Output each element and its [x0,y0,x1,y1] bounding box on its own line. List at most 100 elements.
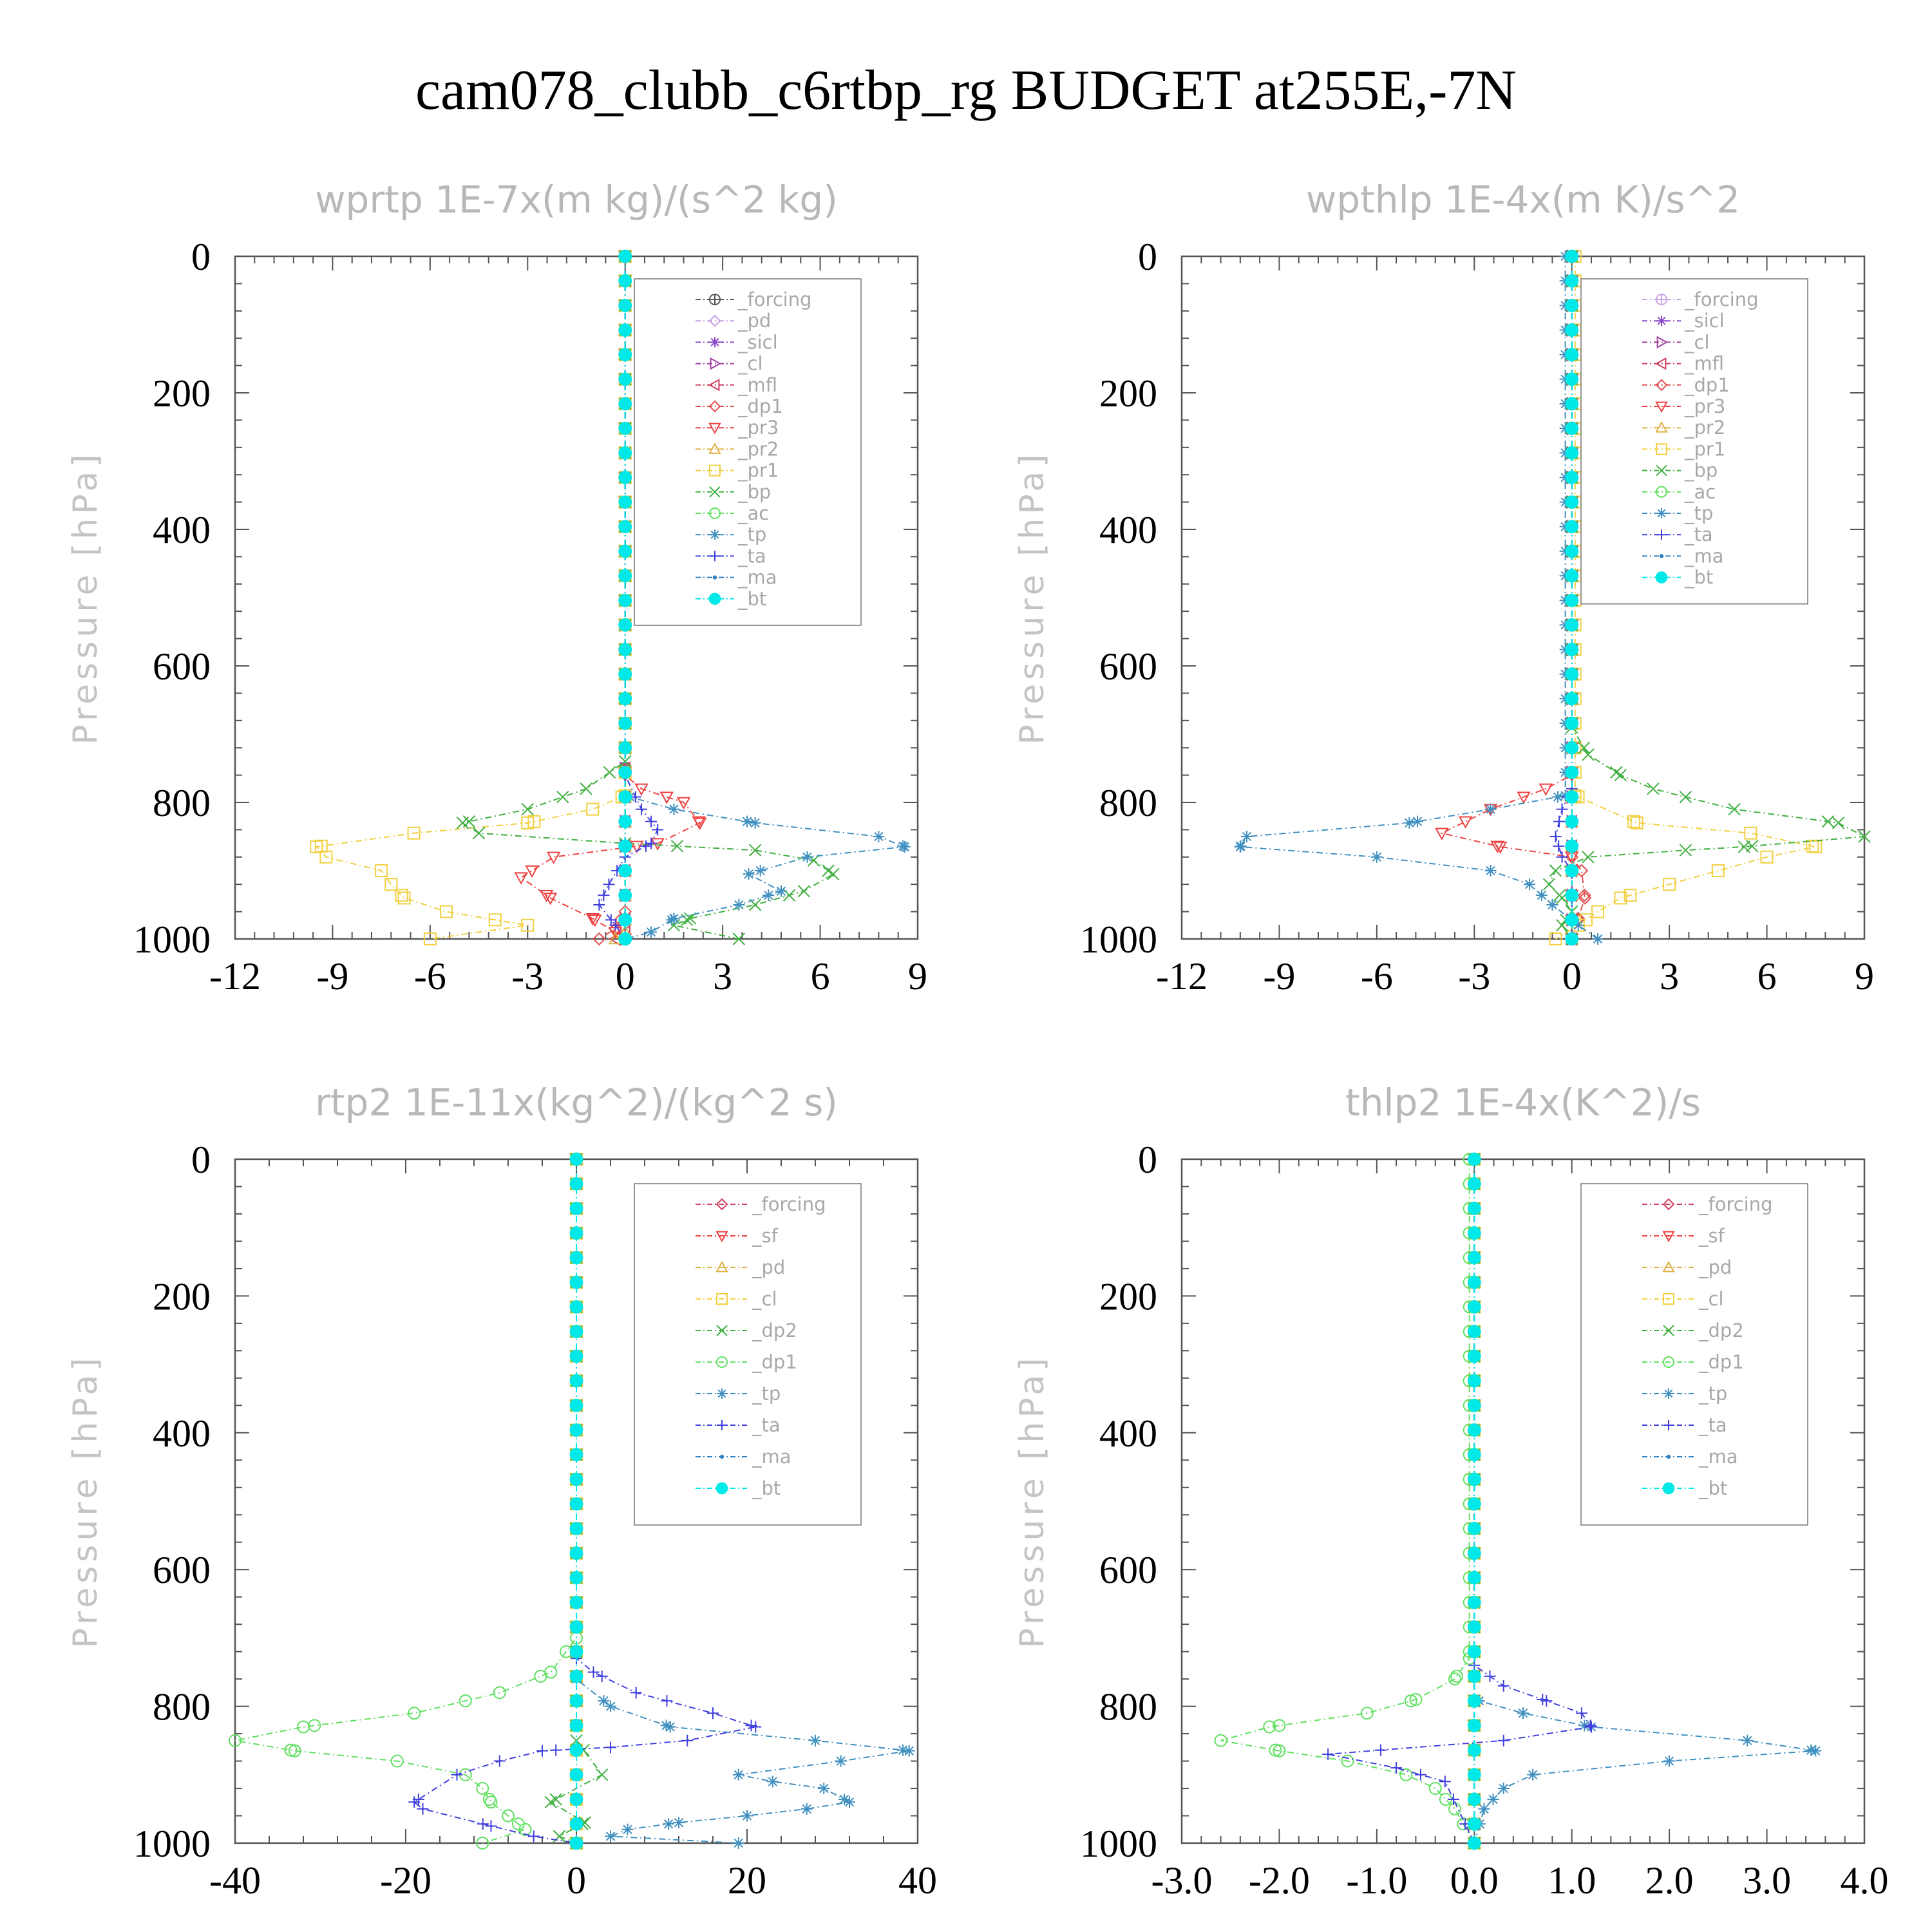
series-point [1553,840,1565,852]
series-point [598,889,610,902]
legend-entry: _pr2 [1684,417,1725,439]
series-point [1546,899,1558,911]
series-point [605,1741,616,1754]
x-tick-label: 3 [1660,955,1679,998]
panel-3: rtp2 1E-11x(kg^2)/(kg^2 s) Pressure [hPa]… [66,1081,937,1902]
legend-entry: _pd [737,310,771,332]
series-point [652,824,664,836]
series-point [1565,446,1579,460]
legend-marker [712,575,717,580]
legend-marker [1663,1420,1674,1430]
series-point [1435,828,1449,840]
series-point [1467,1497,1481,1511]
y-tick-label: 600 [1099,645,1157,688]
series-point [664,1721,676,1733]
x-tick-label: 9 [908,955,927,998]
series-point [423,933,437,945]
panel-title: thlp2 1E-4x(K^2)/s [1345,1081,1701,1124]
legend-marker [1656,316,1667,327]
series-point [645,837,658,849]
series-point [1467,1718,1481,1732]
series-point [284,1743,298,1757]
series-point [569,1595,583,1609]
series-point [543,893,558,905]
series-point [1487,1794,1499,1806]
legend-marker [1654,357,1667,370]
x-tick-label: -6 [414,955,446,998]
legend-marker [1663,1293,1674,1305]
series-point [1577,888,1591,902]
y-tick-label: 400 [153,509,211,551]
series-point [754,865,766,876]
series-point [314,839,328,853]
series-point [1467,1374,1481,1388]
legend-entry: _pd [752,1256,785,1278]
series-point [521,802,534,816]
series-point [1711,864,1725,877]
series-point [476,1782,489,1795]
series-point [668,803,680,815]
legend-entry: _dp2 [1698,1320,1744,1341]
panel-1: wprtp 1E-7x(m kg)/(s^2 kg) Pressure [hPa]… [66,178,927,998]
series-point [1484,803,1497,815]
legend-entry: _ta [752,1414,781,1436]
series-point [1760,850,1774,864]
legend-marker [717,1420,727,1430]
legend-marker [1662,1231,1675,1243]
series-bt [618,249,632,946]
series-point [1832,817,1845,829]
series-point [618,716,632,730]
series-point [544,1795,557,1808]
series-point [569,1472,583,1486]
series-point [1577,741,1591,754]
plot-frame [234,255,919,940]
legend-marker [1663,1356,1674,1368]
series-point [748,844,762,857]
series-point [569,1398,583,1412]
series-point [618,249,632,263]
series-point [569,1768,583,1782]
series-point [1517,1707,1529,1719]
y-tick-label: 0 [191,1139,211,1181]
series-point [1609,766,1623,779]
series-point [569,1448,583,1462]
y-tick-label: 1000 [133,1823,211,1865]
series-pr3 [1435,251,1579,947]
series-point [1467,1620,1481,1634]
series-point [1411,815,1423,828]
series-point [1467,1152,1481,1166]
series-point [493,1755,506,1767]
legend-entry: _ma [1684,545,1724,567]
series-point [609,919,621,931]
series-point [1582,748,1595,761]
series-pr1 [310,250,632,945]
legend-marker [710,337,720,348]
series-point [618,421,632,435]
x-tick-label: -9 [1263,955,1295,998]
legend-marker [1662,1260,1675,1273]
y-tick-label: 800 [1099,1686,1157,1728]
legend-entry: _pr1 [1684,438,1725,460]
series-point [390,1754,404,1768]
series-point [395,889,408,902]
legend-marker [708,379,720,392]
series-point [598,1695,610,1707]
panel-title: wpthlp 1E-4x(m K)/s^2 [1306,178,1740,222]
x-tick-label: 2.0 [1645,1859,1694,1902]
x-tick-label: -40 [209,1859,261,1902]
series-point [1806,839,1819,853]
series-point [1390,1762,1403,1774]
panel-title: wprtp 1E-7x(m kg)/(s^2 kg) [315,178,838,222]
series-point [743,868,755,880]
legend-entry: _tp [737,524,766,545]
legend-marker [1656,508,1667,518]
y-axis-label: Pressure [hPa] [1013,1354,1052,1649]
series-point [569,1251,583,1265]
series-point [1467,1275,1481,1289]
series-point [762,889,775,902]
x-tick-label: 3 [713,955,732,998]
legend-entry: _dp1 [737,395,783,417]
series-point [1467,1177,1481,1191]
series-point [1467,1743,1481,1757]
series-point [1447,1794,1459,1806]
